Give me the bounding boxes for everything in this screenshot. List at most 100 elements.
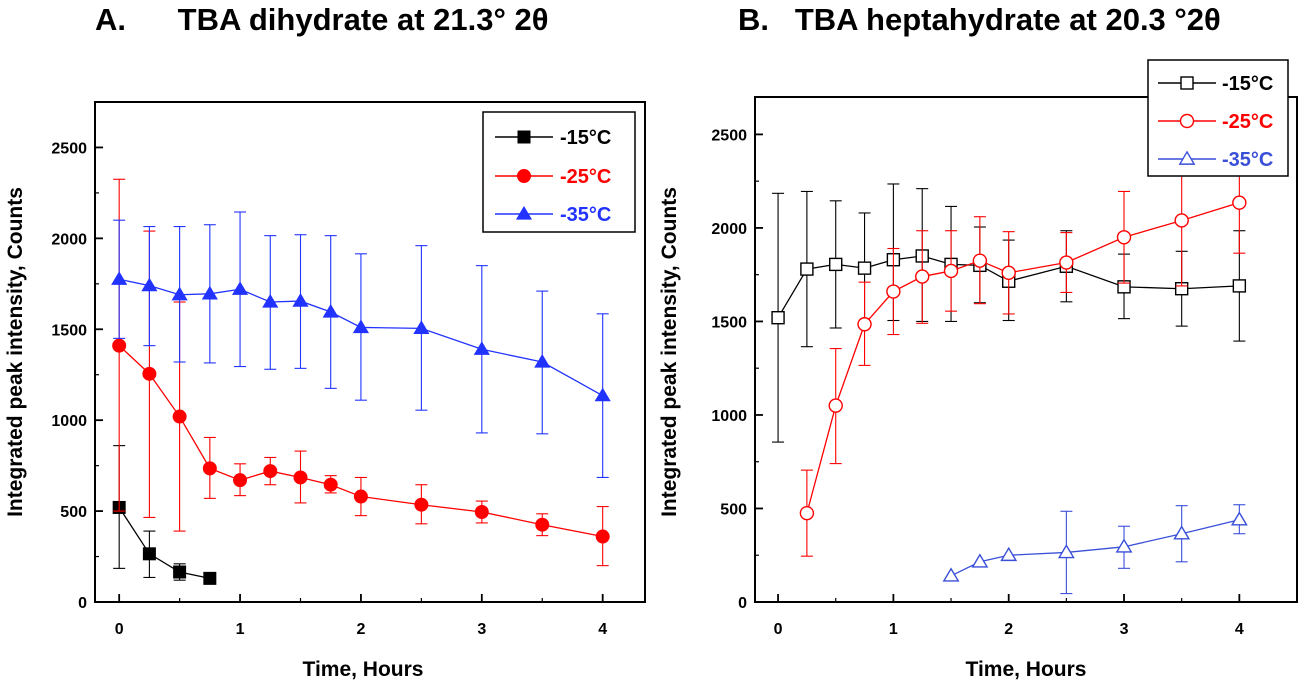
panel-a-y-tick-label: 1000 [51,413,87,430]
panel-b-point-35c [1230,511,1248,526]
panel-b-x-tick-label: 1 [889,621,898,638]
panel-b-legend-label-15c: -15°C [1222,73,1273,95]
panel-b-point-15c [829,257,843,272]
panel-b-legend-box [1147,59,1289,177]
panel-b-x-tick-label: 3 [1120,621,1129,638]
panel-a-point-15c [203,571,217,585]
panel-a-x-tick-label: 0 [115,621,124,638]
panel-b-point-25c [857,317,872,332]
panel-b-y-axis-label: Integrated peak intensity, Counts [658,187,681,517]
panel-b-legend-marker-15c [1180,76,1194,90]
panel-a-legend: -15°C -25°C -35°C [482,111,636,233]
panel-b-point-25c [1001,265,1016,281]
panel-b-point-35c [1057,543,1075,559]
panel-a-x-tick-label: 2 [356,621,365,638]
panel-b-point-35c [1115,538,1133,553]
panel-a-legend-box [482,111,636,233]
panel-b-series-35c [942,504,1248,595]
panel-b-point-35c [971,553,989,568]
panel-a-point-35c [473,341,490,355]
panel-b-y-tick-label: 2500 [711,127,747,144]
panel-a-series-25c [112,178,610,567]
panel-a-y-axis: 0 500 1000 1500 2000 2500 [51,140,103,612]
panel-b-legend-marker-35c [1178,150,1196,165]
panel-a-legend-label-25c: -25°C [560,166,611,188]
panel-a-point-25c [112,338,127,353]
panel-b-point-25c [972,253,988,268]
panel-a-series-15c [112,445,217,585]
panel-a-point-35c [352,319,370,334]
panel-b-x-axis: 0 1 2 3 4 [774,594,1244,638]
panel-b-y-tick-label: 2000 [711,221,747,238]
panel-a-line-15c [118,507,210,579]
panel-b-point-35c [942,567,960,582]
panel-a-point-35c [292,293,309,307]
panel-b-point-35c [1000,546,1018,562]
panel-a-point-35c [594,387,611,402]
panel-a-x-tick-label: 3 [477,621,486,638]
panel-b-point-25c [1174,213,1189,228]
panel-a-y-tick-label: 1500 [51,322,87,339]
panel-a-x-tick-label: 1 [236,621,245,638]
panel-a-point-25c [474,505,489,519]
panel-a-legend-marker-35c [515,205,533,220]
panel-b-line-35c [950,519,1240,577]
panel-a-series-35c [111,211,611,479]
panel-a-point-25c [414,497,429,512]
panel-b-x-tick-label: 2 [1004,621,1013,638]
panel-a-legend-label-35c: -35°C [560,204,611,226]
panel-a-legend-label-15c: -15°C [560,127,611,149]
panel-b-series [771,152,1248,595]
panel-b-point-25c [1232,195,1247,210]
panel-b-y-tick-label: 1000 [711,408,747,425]
panel-b-point-15c [857,261,872,275]
panel-b-point-35c [1173,525,1191,540]
panel-b-title: B. TBA heptahydrate at 20.3 °2θ [738,2,1221,37]
panel-a-point-15c [173,565,187,579]
panel-a-y-tick-label: 0 [78,595,87,612]
panel-a-point-35c [141,277,158,292]
panel-a-x-tick-label: 4 [598,621,607,638]
panel-b-y-tick-label: 500 [720,501,747,518]
panel-b-line-25c [806,202,1240,514]
panel-a-x-axis: 0 1 2 3 4 [115,594,607,638]
panel-a-point-35c [231,281,249,295]
panel-b-x-axis-label: Time, Hours [966,658,1087,681]
panel-b-y-tick-label: 0 [738,595,747,612]
panel-b-legend: -15°C -25°C -35°C [1147,59,1289,177]
panel-a-point-35c [322,303,339,318]
panel-b-legend-label-25c: -25°C [1222,111,1273,133]
panel-b-point-25c [1116,230,1132,245]
panel-a-point-25c [353,489,368,504]
panel-a-legend-marker-15c [517,130,531,144]
panel-b-plot-frame [754,96,1298,603]
panel-a-point-25c [595,529,610,544]
panel-a-title: A. TBA dihydrate at 21.3° 2θ [95,2,549,37]
panel-a-point-35c [201,285,218,300]
panel-b-y-tick-label: 1500 [711,314,747,331]
panel-a-point-25c [233,473,248,488]
panel-a-point-35c [171,286,188,301]
panel-b-y-axis: 0 500 1000 1500 2000 2500 [711,127,763,612]
panel-a-series [111,178,611,585]
panel-a-point-25c [172,409,187,424]
panel-b-point-15c [1232,279,1247,293]
panel-b-x-tick-label: 0 [774,621,783,638]
panel-a-point-15c [142,547,156,561]
panel-b-point-25c [1059,255,1074,270]
panel-a-point-25c [293,470,308,485]
panel-a-point-25c [323,477,338,492]
panel-a-legend-marker-25c [517,169,531,183]
panel-b-point-15c [771,311,785,325]
panel-b-point-25c [886,284,901,299]
panel-b-point-25c [915,269,930,284]
panel-b-point-25c [828,398,843,413]
panel-a-point-25c [263,464,278,479]
panel-a-point-35c [262,293,279,308]
panel-a-point-35c [111,271,128,285]
panel-b-point-25c [943,263,959,279]
panel-a-y-tick-label: 2000 [51,231,87,248]
panel-b-x-tick-label: 4 [1235,621,1244,638]
